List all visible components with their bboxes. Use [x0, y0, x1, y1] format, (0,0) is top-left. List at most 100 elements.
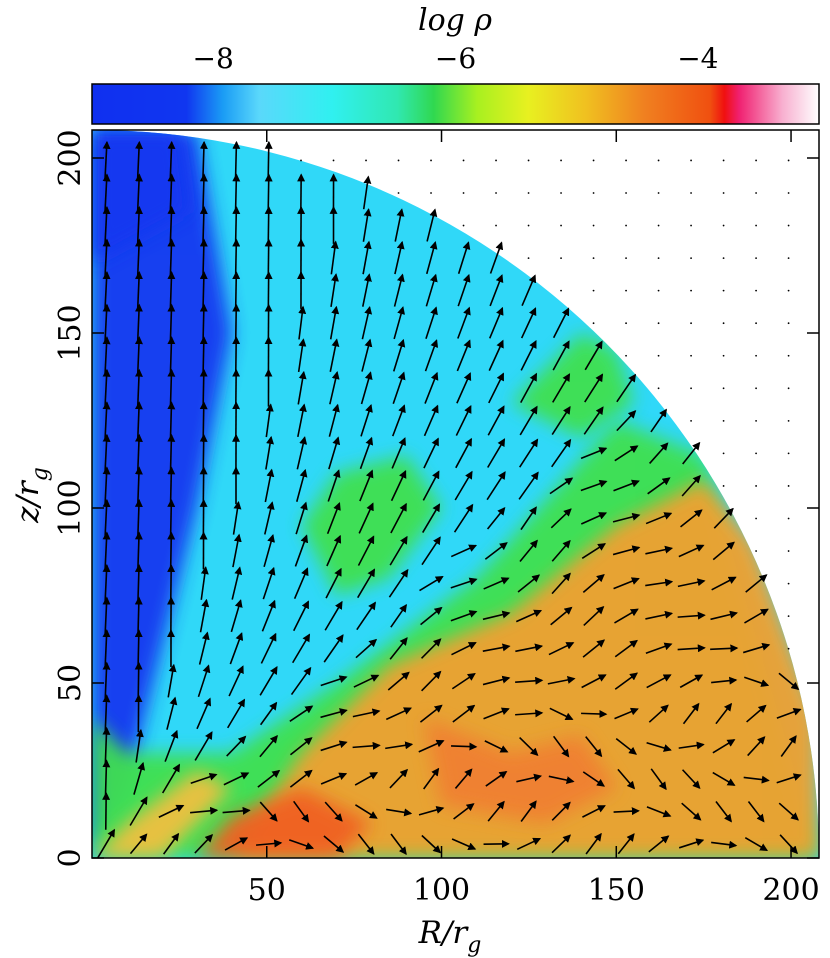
velocity-arrow	[262, 566, 276, 600]
velocity-dot	[787, 582, 790, 585]
velocity-arrow	[259, 801, 278, 822]
velocity-arrow	[223, 772, 250, 786]
velocity-arrow	[647, 477, 671, 495]
velocity-arrow	[425, 306, 438, 340]
velocity-arrow	[488, 372, 505, 404]
velocity-arrow	[391, 404, 406, 437]
velocity-dot	[755, 289, 757, 292]
velocity-arrow	[419, 704, 443, 723]
velocity-arrow	[134, 336, 143, 375]
velocity-arrow	[551, 834, 572, 854]
velocity-arrow	[520, 800, 537, 822]
velocity-arrow	[580, 479, 608, 492]
velocity-arrow	[645, 545, 674, 555]
velocity-arrow	[423, 767, 440, 790]
velocity-arrow	[265, 403, 274, 438]
velocity-dot	[365, 159, 367, 162]
velocity-arrow	[419, 575, 444, 592]
velocity-arrow	[613, 807, 640, 816]
velocity-arrow	[580, 512, 608, 525]
velocity-arrow	[167, 663, 177, 698]
velocity-arrow	[612, 545, 641, 556]
velocity-arrow	[232, 238, 241, 277]
velocity-dot	[560, 257, 562, 259]
velocity-dot	[430, 192, 432, 194]
velocity-arrow	[292, 600, 310, 632]
velocity-arrow	[389, 637, 408, 660]
velocity-arrow	[746, 704, 767, 723]
velocity-arrow	[456, 372, 472, 404]
velocity-arrow	[580, 447, 608, 460]
velocity-dot	[722, 192, 725, 194]
velocity-arrow	[354, 772, 379, 786]
velocity-arrow	[167, 238, 176, 277]
velocity-arrow	[394, 240, 405, 275]
velocity-arrow	[197, 664, 211, 698]
y-tick-label: 200	[53, 129, 88, 186]
y-tick-label: 150	[53, 304, 88, 361]
velocity-arrow	[386, 808, 413, 817]
velocity-arrow	[264, 205, 273, 244]
velocity-arrows	[96, 140, 802, 859]
velocity-arrow	[102, 629, 111, 668]
velocity-arrow	[199, 303, 208, 342]
velocity-dot	[462, 192, 465, 194]
velocity-arrow	[323, 835, 345, 853]
velocity-arrow	[229, 632, 244, 665]
velocity-arrow	[134, 368, 143, 407]
velocity-arrow	[551, 801, 571, 821]
velocity-arrow	[518, 471, 539, 500]
velocity-dot	[787, 354, 790, 357]
velocity-arrow	[200, 566, 209, 600]
velocity-arrow	[134, 596, 143, 635]
velocity-arrow	[393, 306, 405, 340]
velocity-dot	[722, 452, 725, 455]
velocity-arrow	[681, 769, 701, 790]
velocity-arrow	[102, 401, 111, 440]
velocity-arrow	[199, 368, 208, 407]
velocity-arrow	[298, 305, 307, 340]
velocity-arrow	[585, 832, 602, 855]
velocity-dot	[592, 192, 595, 194]
velocity-arrow	[259, 701, 278, 726]
velocity-dot	[690, 387, 692, 390]
velocity-arrow	[520, 339, 537, 371]
velocity-arrow	[387, 671, 410, 691]
velocity-arrow	[158, 804, 185, 818]
velocity-arrow	[614, 639, 638, 658]
velocity-arrow	[551, 572, 571, 595]
velocity-arrow	[418, 739, 445, 753]
velocity-arrow	[516, 837, 542, 851]
velocity-arrow	[489, 274, 504, 307]
velocity-arrow	[167, 498, 176, 537]
velocity-arrow	[199, 433, 208, 472]
velocity-arrow	[199, 238, 208, 277]
velocity-arrow	[425, 241, 438, 275]
velocity-arrow	[167, 205, 176, 244]
velocity-arrow	[776, 773, 802, 784]
velocity-arrow	[484, 542, 508, 560]
velocity-dot	[495, 224, 497, 227]
velocity-arrow	[133, 761, 146, 795]
velocity-arrow	[135, 173, 144, 212]
velocity-arrow	[421, 536, 441, 566]
velocity-arrow	[356, 601, 376, 631]
velocity-dot	[787, 192, 790, 194]
velocity-arrow	[390, 603, 407, 628]
velocity-arrow	[96, 828, 116, 859]
velocity-arrow	[134, 433, 143, 472]
plot-frame	[91, 129, 820, 859]
velocity-dot	[755, 452, 757, 455]
velocity-arrow	[488, 306, 504, 339]
velocity-arrow	[520, 307, 537, 339]
velocity-arrow	[711, 840, 738, 849]
velocity-arrow	[650, 408, 667, 433]
velocity-arrow	[289, 705, 314, 722]
velocity-arrow	[515, 676, 544, 685]
velocity-arrow	[293, 800, 310, 823]
velocity-arrow	[423, 404, 439, 437]
velocity-arrow	[744, 676, 770, 687]
velocity-arrow	[645, 578, 674, 587]
velocity-arrow	[645, 642, 673, 655]
velocity-arrow	[394, 208, 405, 242]
